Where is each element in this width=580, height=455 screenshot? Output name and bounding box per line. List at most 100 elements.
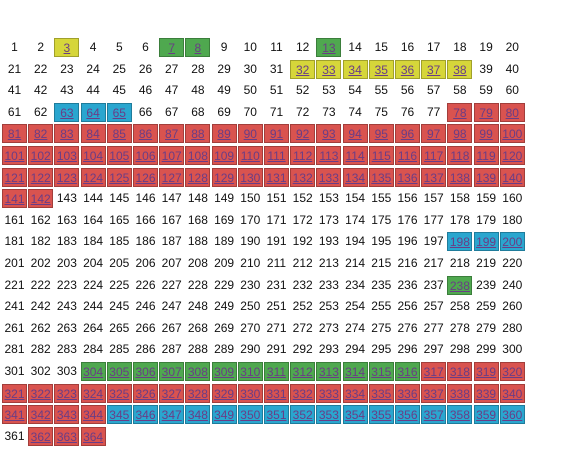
highlighted-cell[interactable]: 98 — [447, 124, 473, 144]
highlighted-cell[interactable]: 99 — [473, 124, 499, 144]
highlighted-cell[interactable]: 308 — [185, 362, 211, 381]
highlighted-cell[interactable]: 329 — [211, 383, 237, 403]
highlighted-cell[interactable]: 13 — [316, 38, 342, 57]
highlighted-cell[interactable]: 336 — [395, 383, 420, 403]
highlighted-cell[interactable]: 7 — [159, 38, 185, 57]
highlighted-cell[interactable]: 125 — [106, 167, 132, 187]
highlighted-cell[interactable]: 349 — [211, 405, 237, 425]
highlighted-cell[interactable]: 323 — [54, 383, 80, 403]
highlighted-cell[interactable]: 325 — [106, 383, 132, 403]
highlighted-cell[interactable]: 35 — [368, 59, 394, 79]
highlighted-cell[interactable]: 80 — [499, 102, 525, 122]
highlighted-cell[interactable]: 326 — [133, 383, 158, 403]
highlighted-cell[interactable]: 333 — [316, 383, 342, 403]
highlighted-cell[interactable]: 94 — [342, 124, 368, 144]
highlighted-cell[interactable]: 116 — [395, 146, 420, 165]
highlighted-cell[interactable]: 327 — [159, 383, 185, 403]
highlighted-cell[interactable]: 120 — [499, 146, 525, 165]
highlighted-cell[interactable]: 132 — [290, 167, 316, 187]
highlighted-cell[interactable]: 363 — [54, 426, 80, 446]
highlighted-cell[interactable]: 89 — [211, 124, 237, 144]
highlighted-cell[interactable]: 133 — [316, 167, 342, 187]
highlighted-cell[interactable]: 359 — [473, 405, 499, 425]
highlighted-cell[interactable]: 362 — [28, 426, 54, 446]
highlighted-cell[interactable]: 324 — [80, 383, 106, 403]
highlighted-cell[interactable]: 78 — [447, 102, 473, 122]
highlighted-cell[interactable]: 124 — [80, 167, 106, 187]
highlighted-cell[interactable]: 81 — [2, 124, 27, 144]
highlighted-cell[interactable]: 110 — [237, 146, 263, 165]
highlighted-cell[interactable]: 33 — [316, 59, 342, 79]
highlighted-cell[interactable]: 340 — [499, 383, 525, 403]
highlighted-cell[interactable]: 314 — [342, 362, 368, 381]
highlighted-cell[interactable]: 356 — [395, 405, 420, 425]
highlighted-cell[interactable]: 331 — [264, 383, 289, 403]
highlighted-cell[interactable]: 32 — [290, 59, 316, 79]
highlighted-cell[interactable]: 8 — [185, 38, 211, 57]
highlighted-cell[interactable]: 319 — [473, 362, 499, 381]
highlighted-cell[interactable]: 304 — [80, 362, 106, 381]
highlighted-cell[interactable]: 338 — [447, 383, 473, 403]
highlighted-cell[interactable]: 107 — [159, 146, 185, 165]
highlighted-cell[interactable]: 37 — [421, 59, 447, 79]
highlighted-cell[interactable]: 138 — [447, 167, 473, 187]
highlighted-cell[interactable]: 339 — [473, 383, 499, 403]
highlighted-cell[interactable]: 354 — [342, 405, 368, 425]
highlighted-cell[interactable]: 306 — [133, 362, 158, 381]
highlighted-cell[interactable]: 65 — [106, 102, 132, 122]
highlighted-cell[interactable]: 96 — [395, 124, 420, 144]
highlighted-cell[interactable]: 344 — [80, 405, 106, 425]
highlighted-cell[interactable]: 112 — [290, 146, 316, 165]
highlighted-cell[interactable]: 332 — [290, 383, 316, 403]
highlighted-cell[interactable]: 88 — [185, 124, 211, 144]
highlighted-cell[interactable]: 307 — [159, 362, 185, 381]
highlighted-cell[interactable]: 142 — [28, 189, 54, 209]
highlighted-cell[interactable]: 199 — [473, 232, 499, 252]
highlighted-cell[interactable]: 101 — [2, 146, 27, 165]
highlighted-cell[interactable]: 122 — [28, 167, 54, 187]
highlighted-cell[interactable]: 238 — [447, 275, 473, 295]
highlighted-cell[interactable]: 83 — [54, 124, 80, 144]
highlighted-cell[interactable]: 315 — [368, 362, 394, 381]
highlighted-cell[interactable]: 63 — [54, 102, 80, 122]
highlighted-cell[interactable]: 200 — [499, 232, 525, 252]
highlighted-cell[interactable]: 309 — [211, 362, 237, 381]
highlighted-cell[interactable]: 118 — [447, 146, 473, 165]
highlighted-cell[interactable]: 198 — [447, 232, 473, 252]
highlighted-cell[interactable]: 100 — [499, 124, 525, 144]
highlighted-cell[interactable]: 134 — [342, 167, 368, 187]
highlighted-cell[interactable]: 351 — [264, 405, 289, 425]
highlighted-cell[interactable]: 337 — [421, 383, 447, 403]
highlighted-cell[interactable]: 119 — [473, 146, 499, 165]
highlighted-cell[interactable]: 102 — [28, 146, 54, 165]
highlighted-cell[interactable]: 139 — [473, 167, 499, 187]
highlighted-cell[interactable]: 342 — [28, 405, 54, 425]
highlighted-cell[interactable]: 105 — [106, 146, 132, 165]
highlighted-cell[interactable]: 350 — [237, 405, 263, 425]
highlighted-cell[interactable]: 341 — [2, 405, 27, 425]
highlighted-cell[interactable]: 79 — [473, 102, 499, 122]
highlighted-cell[interactable]: 321 — [2, 383, 27, 403]
highlighted-cell[interactable]: 320 — [499, 362, 525, 381]
highlighted-cell[interactable]: 106 — [133, 146, 158, 165]
highlighted-cell[interactable]: 348 — [185, 405, 211, 425]
highlighted-cell[interactable]: 136 — [395, 167, 420, 187]
highlighted-cell[interactable]: 312 — [290, 362, 316, 381]
highlighted-cell[interactable]: 131 — [264, 167, 289, 187]
highlighted-cell[interactable]: 346 — [133, 405, 158, 425]
highlighted-cell[interactable]: 93 — [316, 124, 342, 144]
highlighted-cell[interactable]: 84 — [80, 124, 106, 144]
highlighted-cell[interactable]: 135 — [368, 167, 394, 187]
highlighted-cell[interactable]: 128 — [185, 167, 211, 187]
highlighted-cell[interactable]: 90 — [237, 124, 263, 144]
highlighted-cell[interactable]: 36 — [395, 59, 420, 79]
highlighted-cell[interactable]: 334 — [342, 383, 368, 403]
highlighted-cell[interactable]: 345 — [106, 405, 132, 425]
highlighted-cell[interactable]: 108 — [185, 146, 211, 165]
highlighted-cell[interactable]: 322 — [28, 383, 54, 403]
highlighted-cell[interactable]: 117 — [421, 146, 447, 165]
highlighted-cell[interactable]: 38 — [447, 59, 473, 79]
highlighted-cell[interactable]: 355 — [368, 405, 394, 425]
highlighted-cell[interactable]: 3 — [54, 38, 80, 57]
highlighted-cell[interactable]: 358 — [447, 405, 473, 425]
